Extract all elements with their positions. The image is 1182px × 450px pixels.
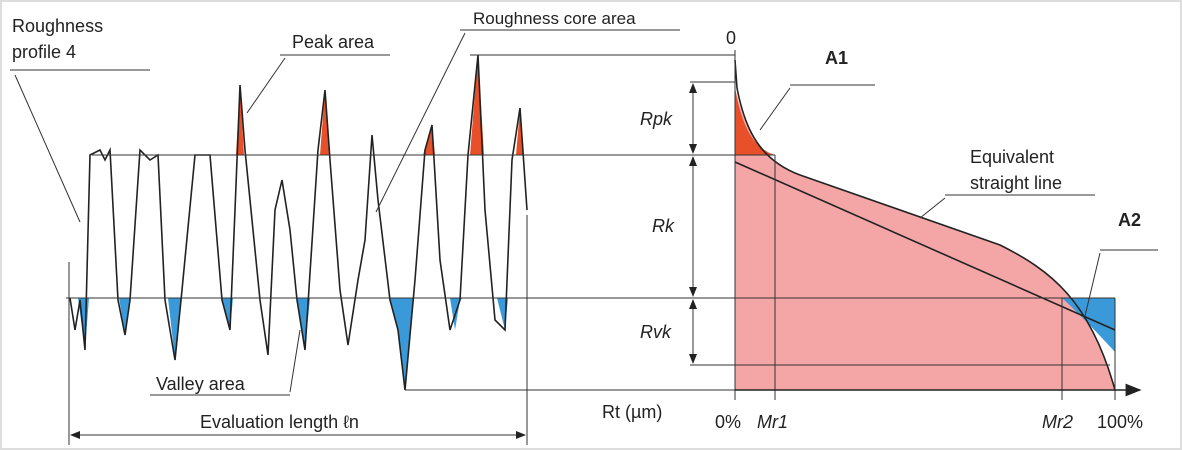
dimension-arrows [70, 83, 697, 439]
label: Mr1 [757, 412, 788, 432]
label: Mr2 [1042, 412, 1073, 432]
label: 0% [715, 412, 741, 432]
reference-lines [66, 50, 1116, 445]
label: Roughness [12, 16, 103, 36]
label: 100% [1097, 412, 1143, 432]
label: Rvk [640, 322, 672, 342]
bearing-curve [734, 59, 1116, 391]
label: Equivalent [970, 147, 1054, 167]
roughness-profile [69, 54, 528, 391]
label: profile 4 [12, 42, 76, 62]
label: straight line [970, 173, 1062, 193]
bearing-area [735, 88, 1115, 390]
leader-lines [10, 29, 1158, 396]
equivalent-line [734, 161, 1116, 331]
area-a1 [735, 88, 775, 155]
area-a2 [1062, 298, 1115, 352]
label: Evaluation length ℓn [200, 412, 359, 432]
label: 0 [726, 28, 736, 48]
label: A2 [1118, 210, 1141, 230]
peak-areas [236, 55, 524, 155]
label: Valley area [156, 374, 246, 394]
label: Rk [652, 216, 675, 236]
label: Rt (µm) [602, 402, 662, 422]
label: Rpk [640, 109, 673, 129]
label: Roughness core area [473, 9, 636, 28]
label: Peak area [292, 32, 375, 52]
label: A1 [825, 48, 848, 68]
